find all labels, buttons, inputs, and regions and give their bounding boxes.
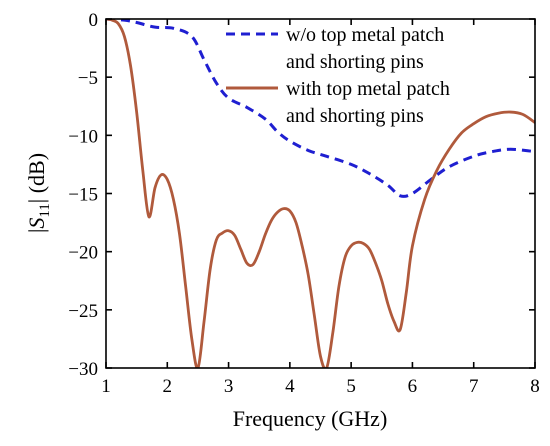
x-tick-label: 8 — [530, 376, 540, 397]
x-tick-label: 3 — [224, 376, 234, 397]
x-tick-label: 1 — [101, 376, 111, 397]
x-tick-label: 5 — [346, 376, 356, 397]
x-tick-label: 7 — [469, 376, 479, 397]
y-tick-label: −25 — [68, 301, 98, 322]
legend-label-0-1: and shorting pins — [286, 51, 424, 73]
y-axis-label-prefix: | — [24, 229, 49, 233]
legend-label-0-0: w/o top metal patch — [286, 24, 444, 46]
y-tick-label: −30 — [68, 359, 98, 380]
legend-label-1-1: and shorting pins — [286, 105, 424, 127]
legend: w/o top metal patch and shorting pins with… — [226, 24, 450, 127]
y-axis-label: |S11| (dB) — [24, 153, 53, 233]
y-tick-label: −15 — [68, 185, 98, 206]
y-axis-label-subscript: 11 — [37, 203, 53, 217]
legend-label-1-0: with top metal patch — [286, 78, 450, 100]
y-tick-label: −20 — [68, 243, 98, 264]
tick-layer: 1 2 3 4 5 6 7 8 0 −5 −10 −15 −20 −25 −30 — [68, 10, 539, 397]
y-axis-label-suffix: | (dB) — [24, 153, 49, 203]
x-tick-label: 4 — [285, 376, 295, 397]
y-axis-label-symbol: S — [24, 218, 49, 229]
series-line-0 — [106, 19, 535, 198]
y-tick-label: 0 — [89, 10, 99, 31]
y-tick-label: −5 — [78, 68, 98, 89]
x-tick-label: 2 — [163, 376, 173, 397]
x-axis-label: Frequency (GHz) — [233, 406, 388, 431]
x-tick-label: 6 — [408, 376, 418, 397]
series-layer — [106, 19, 535, 368]
series-line-1 — [106, 19, 535, 368]
y-tick-label: −10 — [68, 126, 98, 147]
